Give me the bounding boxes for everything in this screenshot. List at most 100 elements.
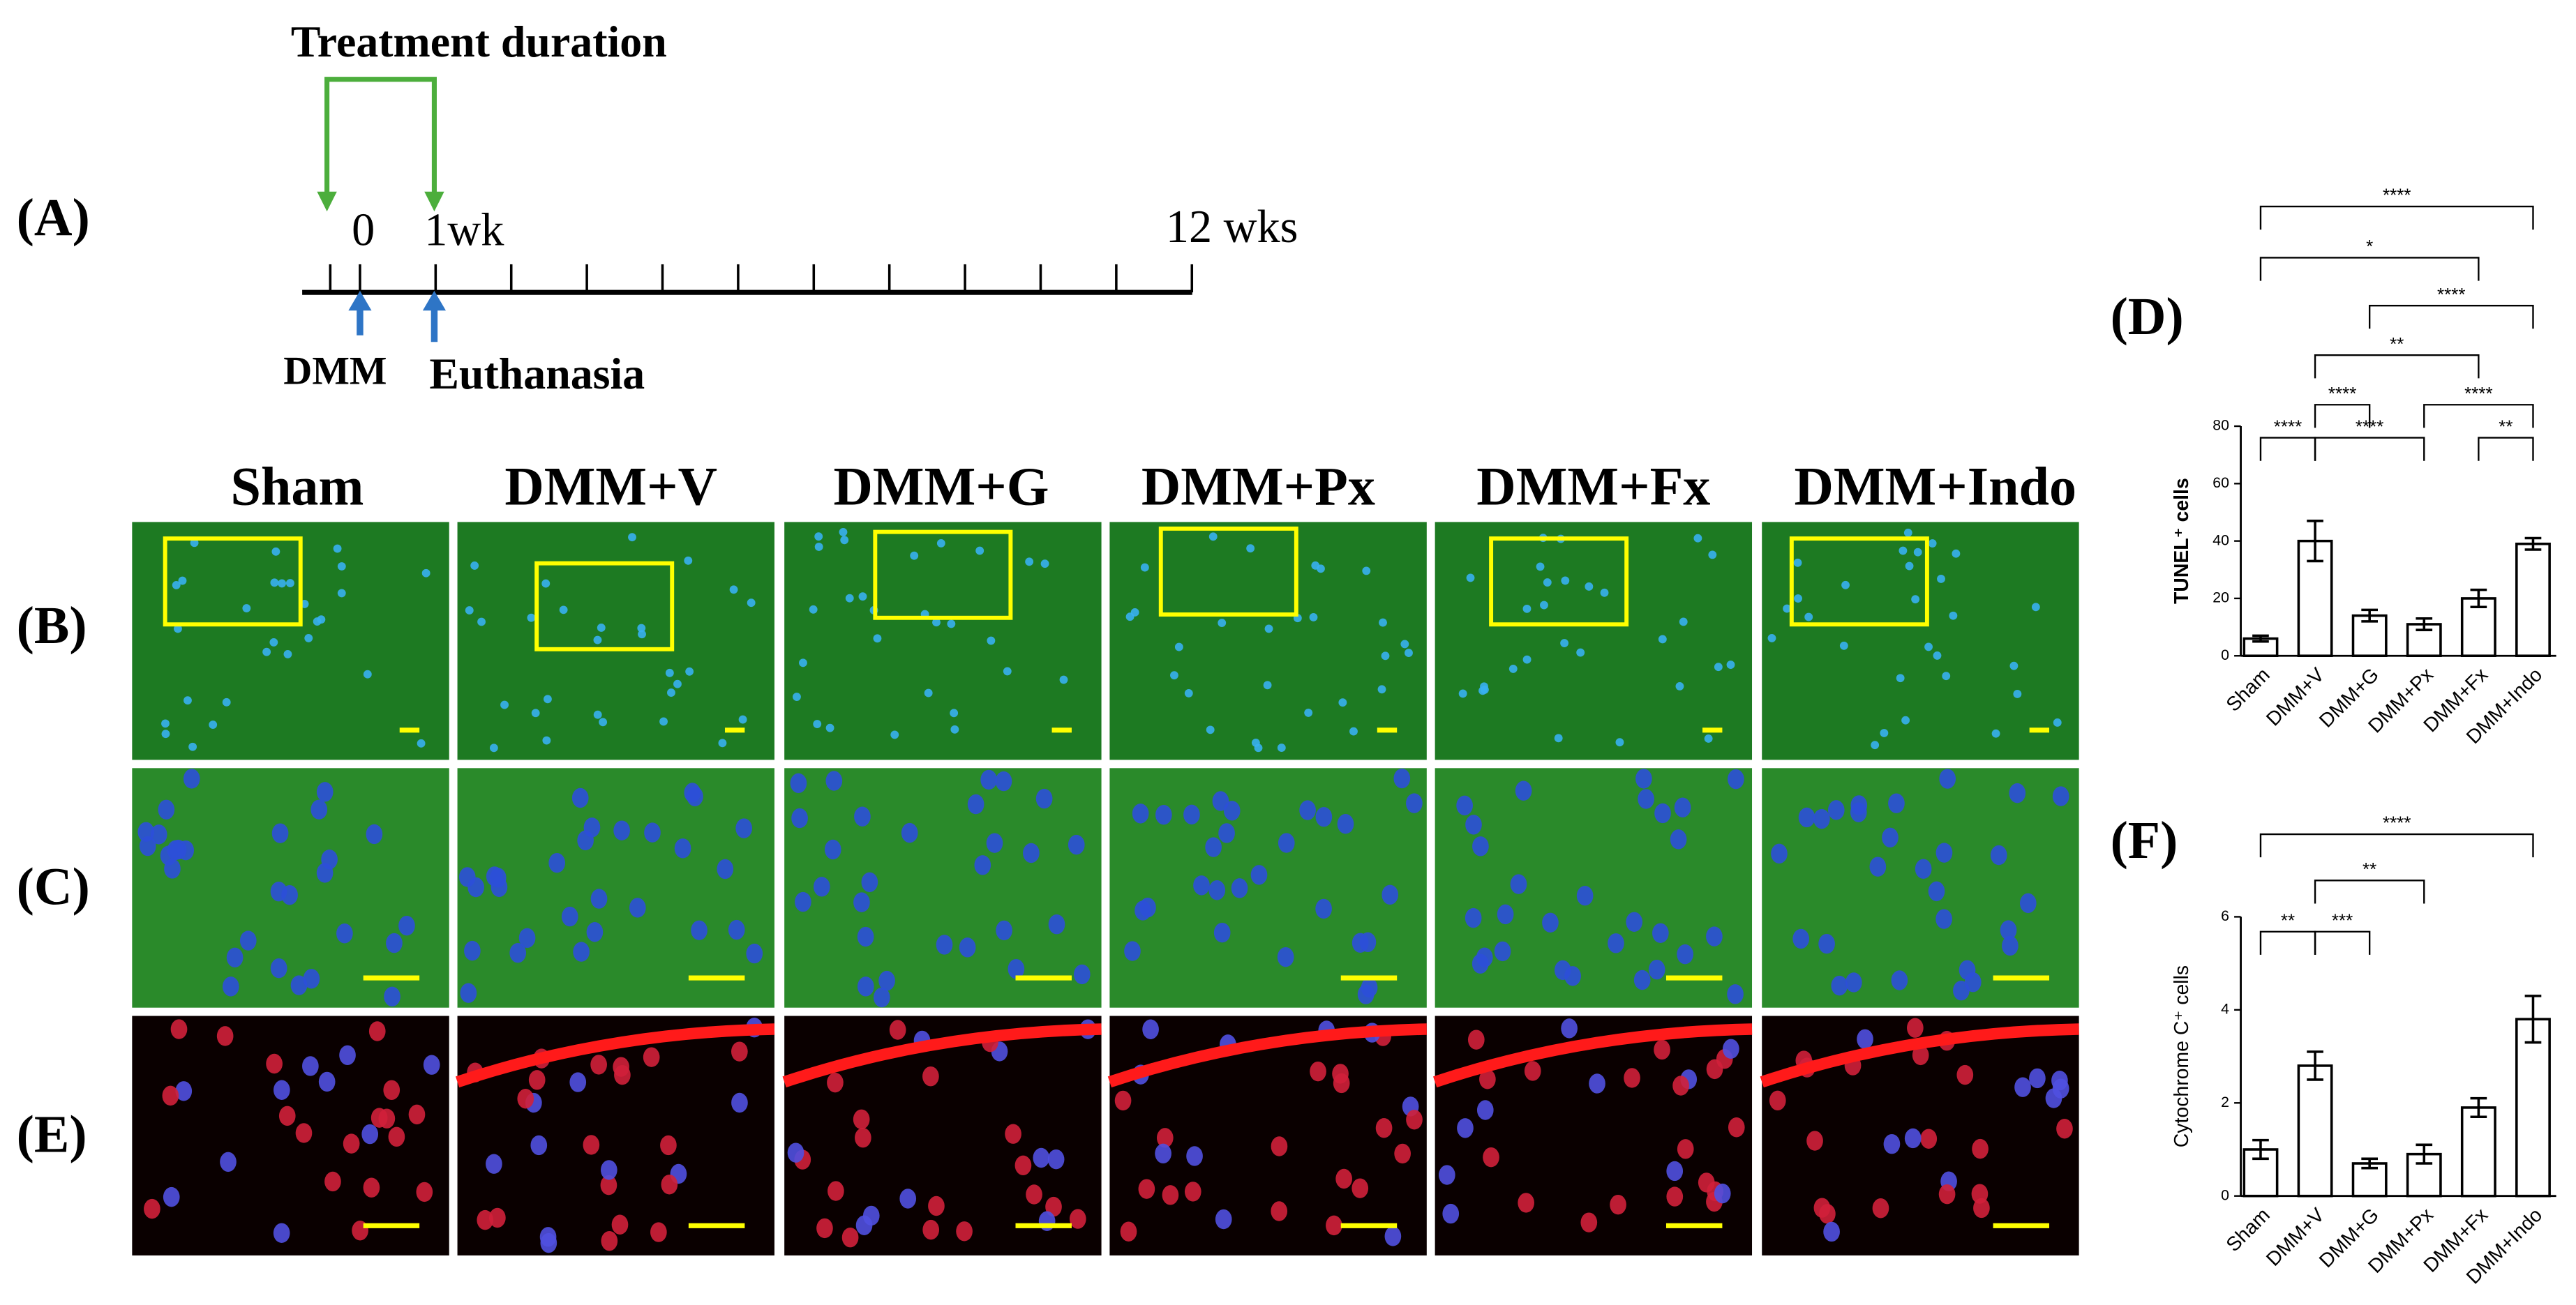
error-bar <box>2524 995 2542 1044</box>
cell <box>1125 612 1135 621</box>
cell <box>1728 1117 1745 1138</box>
cell <box>1483 1147 1499 1168</box>
panel-label: (C) <box>17 857 90 916</box>
cell <box>878 970 895 991</box>
cell <box>1813 808 1830 829</box>
cell <box>1048 914 1065 935</box>
cell <box>486 1154 502 1174</box>
cell <box>936 935 953 955</box>
cell <box>1304 709 1313 717</box>
cell <box>1819 1204 1836 1224</box>
cell <box>1904 1128 1922 1149</box>
cell <box>1679 617 1688 626</box>
arrow <box>424 191 444 212</box>
cell <box>1769 1090 1786 1111</box>
significance-label: * <box>2366 236 2373 257</box>
cell <box>1990 845 2007 866</box>
cell <box>795 891 811 912</box>
cell <box>336 923 353 944</box>
cell <box>1184 689 1193 697</box>
cell <box>684 556 693 565</box>
cell <box>316 863 334 883</box>
cell <box>731 1041 748 1062</box>
cell <box>2009 661 2019 670</box>
cell <box>1907 1018 1924 1038</box>
cell <box>950 725 959 734</box>
cell <box>1798 807 1815 828</box>
cell <box>1723 1039 1739 1059</box>
cell <box>188 742 197 751</box>
cell <box>239 930 257 951</box>
cell <box>1794 594 1802 603</box>
cell <box>1361 977 1378 998</box>
cell <box>899 1189 917 1209</box>
column-header: Sham <box>231 456 364 517</box>
cell <box>1942 672 1951 681</box>
cell <box>216 1026 234 1046</box>
cell <box>1155 1143 1171 1164</box>
cell <box>559 605 568 614</box>
cell <box>1949 611 1958 620</box>
cell <box>922 1219 940 1240</box>
cell <box>855 1215 873 1235</box>
cell <box>791 808 808 829</box>
cell <box>1362 566 1371 575</box>
cell <box>1714 1183 1731 1204</box>
y-tick-label: 2 <box>2221 1094 2229 1110</box>
cell <box>1183 804 1200 825</box>
cell <box>1472 836 1489 857</box>
cell <box>316 782 334 802</box>
cell <box>2002 935 2019 956</box>
cell <box>1920 1129 1938 1149</box>
cell <box>1059 675 1068 684</box>
cell <box>854 806 871 827</box>
cell <box>368 1021 386 1041</box>
cell <box>343 1133 360 1154</box>
micrograph <box>457 768 774 1008</box>
cell <box>423 1055 440 1075</box>
cell <box>735 818 753 838</box>
arrow <box>317 191 337 212</box>
cell <box>1213 922 1231 943</box>
treatment-bracket <box>324 77 437 199</box>
cell <box>1465 907 1482 928</box>
cell <box>590 1055 607 1075</box>
significance-bracket <box>2259 930 2316 955</box>
column-header: DMM+Fx <box>1476 456 1710 517</box>
cell <box>857 926 874 947</box>
zoom-box <box>163 536 303 627</box>
cell <box>184 696 192 705</box>
timeline-label: 1wk <box>424 205 504 256</box>
cell <box>1871 741 1880 750</box>
cell <box>183 769 200 789</box>
cell <box>310 799 328 820</box>
cell <box>1184 1182 1201 1202</box>
y-tick-label: 60 <box>2212 474 2229 491</box>
cell <box>1277 744 1286 753</box>
cell <box>163 1186 180 1207</box>
cell <box>561 906 578 927</box>
significance-label: **** <box>2383 185 2411 206</box>
cell <box>1263 681 1272 690</box>
cell <box>1124 941 1141 961</box>
cell <box>1536 562 1545 571</box>
cell <box>1633 970 1651 990</box>
cell <box>1935 909 1952 929</box>
cell <box>910 551 919 560</box>
cell <box>1215 1209 1232 1230</box>
cell <box>593 710 602 719</box>
cell <box>509 943 527 963</box>
cell <box>304 634 313 642</box>
cell <box>150 824 167 845</box>
cell <box>283 650 292 658</box>
cell <box>577 830 594 851</box>
cell <box>174 624 182 633</box>
cell <box>1335 1168 1352 1189</box>
cell <box>1543 578 1552 587</box>
cell <box>590 889 608 909</box>
timeline-ticks <box>329 264 1194 293</box>
cell <box>1406 793 1423 813</box>
significance-label: **** <box>2464 383 2493 404</box>
cell <box>1406 1110 1423 1130</box>
